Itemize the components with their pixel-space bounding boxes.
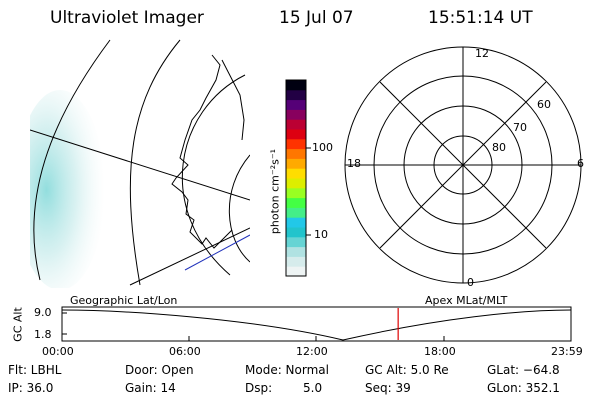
colorbar-segment: [286, 246, 306, 257]
colorbar-segment: [286, 129, 306, 140]
gc-alt-label: GC Alt: 5.0 Re: [365, 363, 449, 377]
colorbar-segment: [286, 138, 306, 150]
door-label: Door: Open: [125, 363, 194, 377]
apex-panel-label: Apex MLat/MLT: [425, 294, 508, 307]
coastline: [221, 59, 245, 141]
longitude-line: [33, 39, 111, 281]
geographic-panel-label: Geographic Lat/Lon: [70, 294, 178, 307]
dsp-label: Dsp:: [245, 381, 273, 395]
colorbar-segment: [286, 89, 306, 101]
gain-label: Gain: 14: [125, 381, 176, 395]
instrument-title: Ultraviolet Imager: [50, 8, 204, 28]
longitude-line: [228, 154, 250, 263]
time-tick: 06:00: [169, 345, 201, 358]
colorbar-tick-label: 10: [314, 228, 328, 241]
latitude-line: [129, 227, 250, 286]
orbit-track: [184, 234, 250, 271]
time-tick: 18:00: [424, 345, 456, 358]
colorbar-segment: [286, 256, 306, 267]
colorbar-segment: [286, 168, 306, 179]
mode-label: Mode: Normal: [245, 363, 329, 377]
mlat-label-70: 70: [513, 121, 527, 134]
time-label: 15:51:14 UT: [428, 8, 533, 28]
time-tick: 23:59: [551, 345, 583, 358]
colorbar-segment: [286, 148, 306, 159]
colorbar-segment: [286, 158, 306, 169]
colorbar-segment: [286, 207, 306, 218]
date-label: 15 Jul 07: [279, 8, 354, 28]
colorbar-segment: [286, 119, 306, 130]
seq-label: Seq: 39: [365, 381, 411, 395]
mlt-label-18: 18: [347, 157, 361, 170]
colorbar-segment: [286, 236, 306, 248]
altitude-tick: 9.0: [34, 306, 52, 319]
ip-label: IP: 36.0: [8, 381, 54, 395]
glat-label: GLat: −64.8: [487, 363, 560, 377]
altitude-axis-label: GC Alt: [11, 307, 25, 342]
colorbar-segment: [286, 178, 306, 189]
colorbar-segment: [286, 187, 306, 199]
mlat-label-60: 60: [537, 98, 551, 111]
mlt-label-12: 12: [475, 47, 489, 60]
altitude-tick: 1.8: [34, 328, 52, 341]
colorbar-segment: [286, 109, 306, 120]
longitude-line: [129, 39, 181, 286]
colorbar-tick-label: 100: [312, 141, 333, 154]
mlt-label-6: 6: [577, 157, 584, 170]
aurora-emission: [30, 90, 105, 288]
colorbar-segment: [286, 197, 306, 208]
dsp-value: 5.0: [303, 381, 323, 395]
filter-label: Flt: LBHL: [8, 363, 62, 377]
mlat-label-80: 80: [492, 141, 506, 154]
time-tick: 00:00: [42, 345, 74, 358]
colorbar-segment: [286, 80, 306, 91]
altitude-curve: [61, 309, 572, 341]
colorbar-segment: [286, 99, 306, 110]
mlt-label-0: 0: [467, 276, 474, 289]
time-tick: 12:00: [296, 345, 328, 358]
latitude-line: [30, 129, 250, 201]
glon-label: GLon: 352.1: [487, 381, 560, 395]
colorbar-segment: [286, 266, 306, 277]
colorbar-segment: [286, 217, 306, 228]
coastline: [171, 54, 233, 249]
colorbar-segment: [286, 227, 306, 238]
